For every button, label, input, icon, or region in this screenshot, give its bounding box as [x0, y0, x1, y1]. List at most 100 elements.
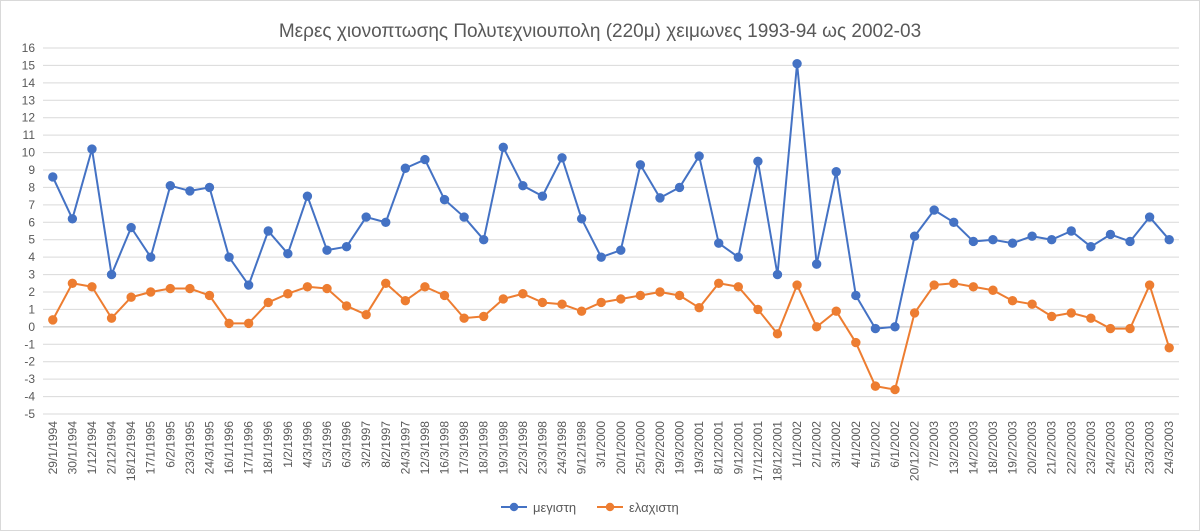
- data-point: [146, 252, 156, 262]
- x-tick-label: 13/2/2003: [947, 421, 961, 475]
- data-point: [557, 153, 567, 163]
- y-tick-label: 15: [22, 58, 36, 72]
- x-tick-label: 2/1/2002: [810, 421, 824, 468]
- data-point: [420, 282, 430, 292]
- data-point: [400, 296, 411, 306]
- y-tick-label: -5: [24, 407, 35, 421]
- data-point: [1027, 231, 1037, 241]
- x-tick-label: 2/12/1994: [105, 421, 119, 475]
- data-point: [753, 156, 763, 166]
- y-tick-label: 7: [28, 198, 35, 212]
- x-tick-label: 23/3/1998: [535, 421, 549, 475]
- legend-label: μεγιστη: [533, 500, 576, 515]
- data-point: [714, 278, 724, 288]
- data-point: [909, 231, 920, 241]
- data-point: [263, 226, 273, 236]
- data-point: [478, 311, 489, 322]
- data-point: [1125, 323, 1135, 334]
- data-point: [283, 289, 293, 299]
- x-tick-label: 1/12/1994: [85, 421, 99, 475]
- data-point: [949, 278, 959, 288]
- data-point: [518, 289, 528, 299]
- x-tick-label: 6/2/1995: [163, 421, 177, 468]
- y-tick-label: 2: [28, 285, 35, 299]
- y-tick-label: 8: [28, 180, 35, 194]
- data-point: [929, 205, 939, 215]
- data-point: [48, 172, 58, 182]
- data-point: [1066, 226, 1076, 236]
- data-point: [243, 280, 254, 290]
- data-point: [733, 282, 744, 292]
- legend-label: ελαχιστη: [629, 500, 679, 515]
- data-point: [1144, 280, 1155, 290]
- data-point: [596, 252, 606, 262]
- data-point: [1164, 235, 1174, 245]
- x-tick-label: 4/3/1996: [300, 421, 314, 468]
- data-point: [968, 282, 979, 292]
- y-tick-label: -3: [24, 372, 35, 386]
- data-point: [1086, 241, 1096, 252]
- legend-entry: μεγιστη: [501, 500, 576, 515]
- data-point: [616, 245, 626, 255]
- x-tick-label: 17/12/2001: [751, 421, 765, 481]
- x-tick-label: 4/1/2002: [849, 421, 863, 468]
- x-tick-label: 25/1/2000: [633, 421, 647, 475]
- data-point: [263, 297, 273, 308]
- series-lines: [48, 58, 1174, 395]
- y-tick-label: 16: [22, 41, 36, 55]
- y-tick-label: 10: [22, 146, 36, 160]
- gridlines: [43, 47, 1179, 415]
- x-tick-label: 19/2/2003: [1006, 421, 1020, 475]
- data-point: [949, 217, 959, 227]
- data-point: [420, 154, 430, 165]
- y-tick-label: 6: [28, 215, 35, 229]
- data-point: [67, 214, 78, 224]
- data-point: [1164, 343, 1174, 353]
- x-tick-label: 3/1/2002: [829, 421, 843, 468]
- x-axis-ticks: 29/1/1994 30/1/1994 1/12/1994 2/12/1994 18/1…: [46, 421, 1176, 481]
- x-tick-label: 22/3/1998: [516, 421, 530, 475]
- data-point: [204, 290, 215, 301]
- x-tick-label: 18/12/1994: [124, 421, 138, 481]
- series-2: [48, 278, 1174, 395]
- y-tick-label: 1: [28, 302, 35, 316]
- x-tick-label: 8/2/1997: [379, 421, 393, 468]
- data-point: [283, 248, 293, 259]
- data-point: [635, 160, 646, 170]
- x-tick-label: 17/1/1996: [242, 421, 256, 475]
- x-tick-label: 17/3/1998: [457, 421, 471, 475]
- x-tick-label: 18/3/1998: [477, 421, 491, 475]
- data-point: [341, 241, 352, 252]
- x-tick-label: 19/3/1998: [496, 421, 510, 475]
- y-tick-label: 3: [28, 268, 35, 282]
- x-tick-label: 30/1/1994: [65, 421, 79, 475]
- data-point: [498, 142, 508, 153]
- data-point: [674, 182, 685, 193]
- data-point: [557, 299, 567, 309]
- x-tick-label: 24/2/2003: [1103, 421, 1117, 475]
- data-point: [851, 290, 861, 301]
- x-tick-label: 24/3/1998: [555, 421, 569, 475]
- data-point: [459, 313, 469, 323]
- data-point: [694, 302, 704, 313]
- data-point: [381, 278, 391, 288]
- data-point: [243, 318, 254, 329]
- y-tick-label: 12: [22, 111, 36, 125]
- x-tick-label: 3/1/2000: [594, 421, 608, 468]
- x-tick-label: 17/1/1995: [144, 421, 158, 475]
- data-point: [341, 301, 352, 311]
- legend-swatch-marker: [509, 502, 519, 512]
- data-point: [988, 285, 998, 295]
- data-point: [185, 186, 195, 196]
- x-tick-label: 24/3/1995: [202, 421, 216, 475]
- x-tick-label: 6/1/2002: [888, 421, 902, 468]
- data-point: [1066, 308, 1076, 318]
- data-point: [870, 323, 881, 334]
- y-tick-label: 14: [22, 76, 36, 90]
- x-tick-label: 20/2/2003: [1025, 421, 1039, 475]
- data-point: [439, 194, 450, 205]
- x-tick-label: 18/1/1996: [261, 421, 275, 475]
- data-point: [459, 212, 469, 222]
- data-point: [1086, 313, 1096, 323]
